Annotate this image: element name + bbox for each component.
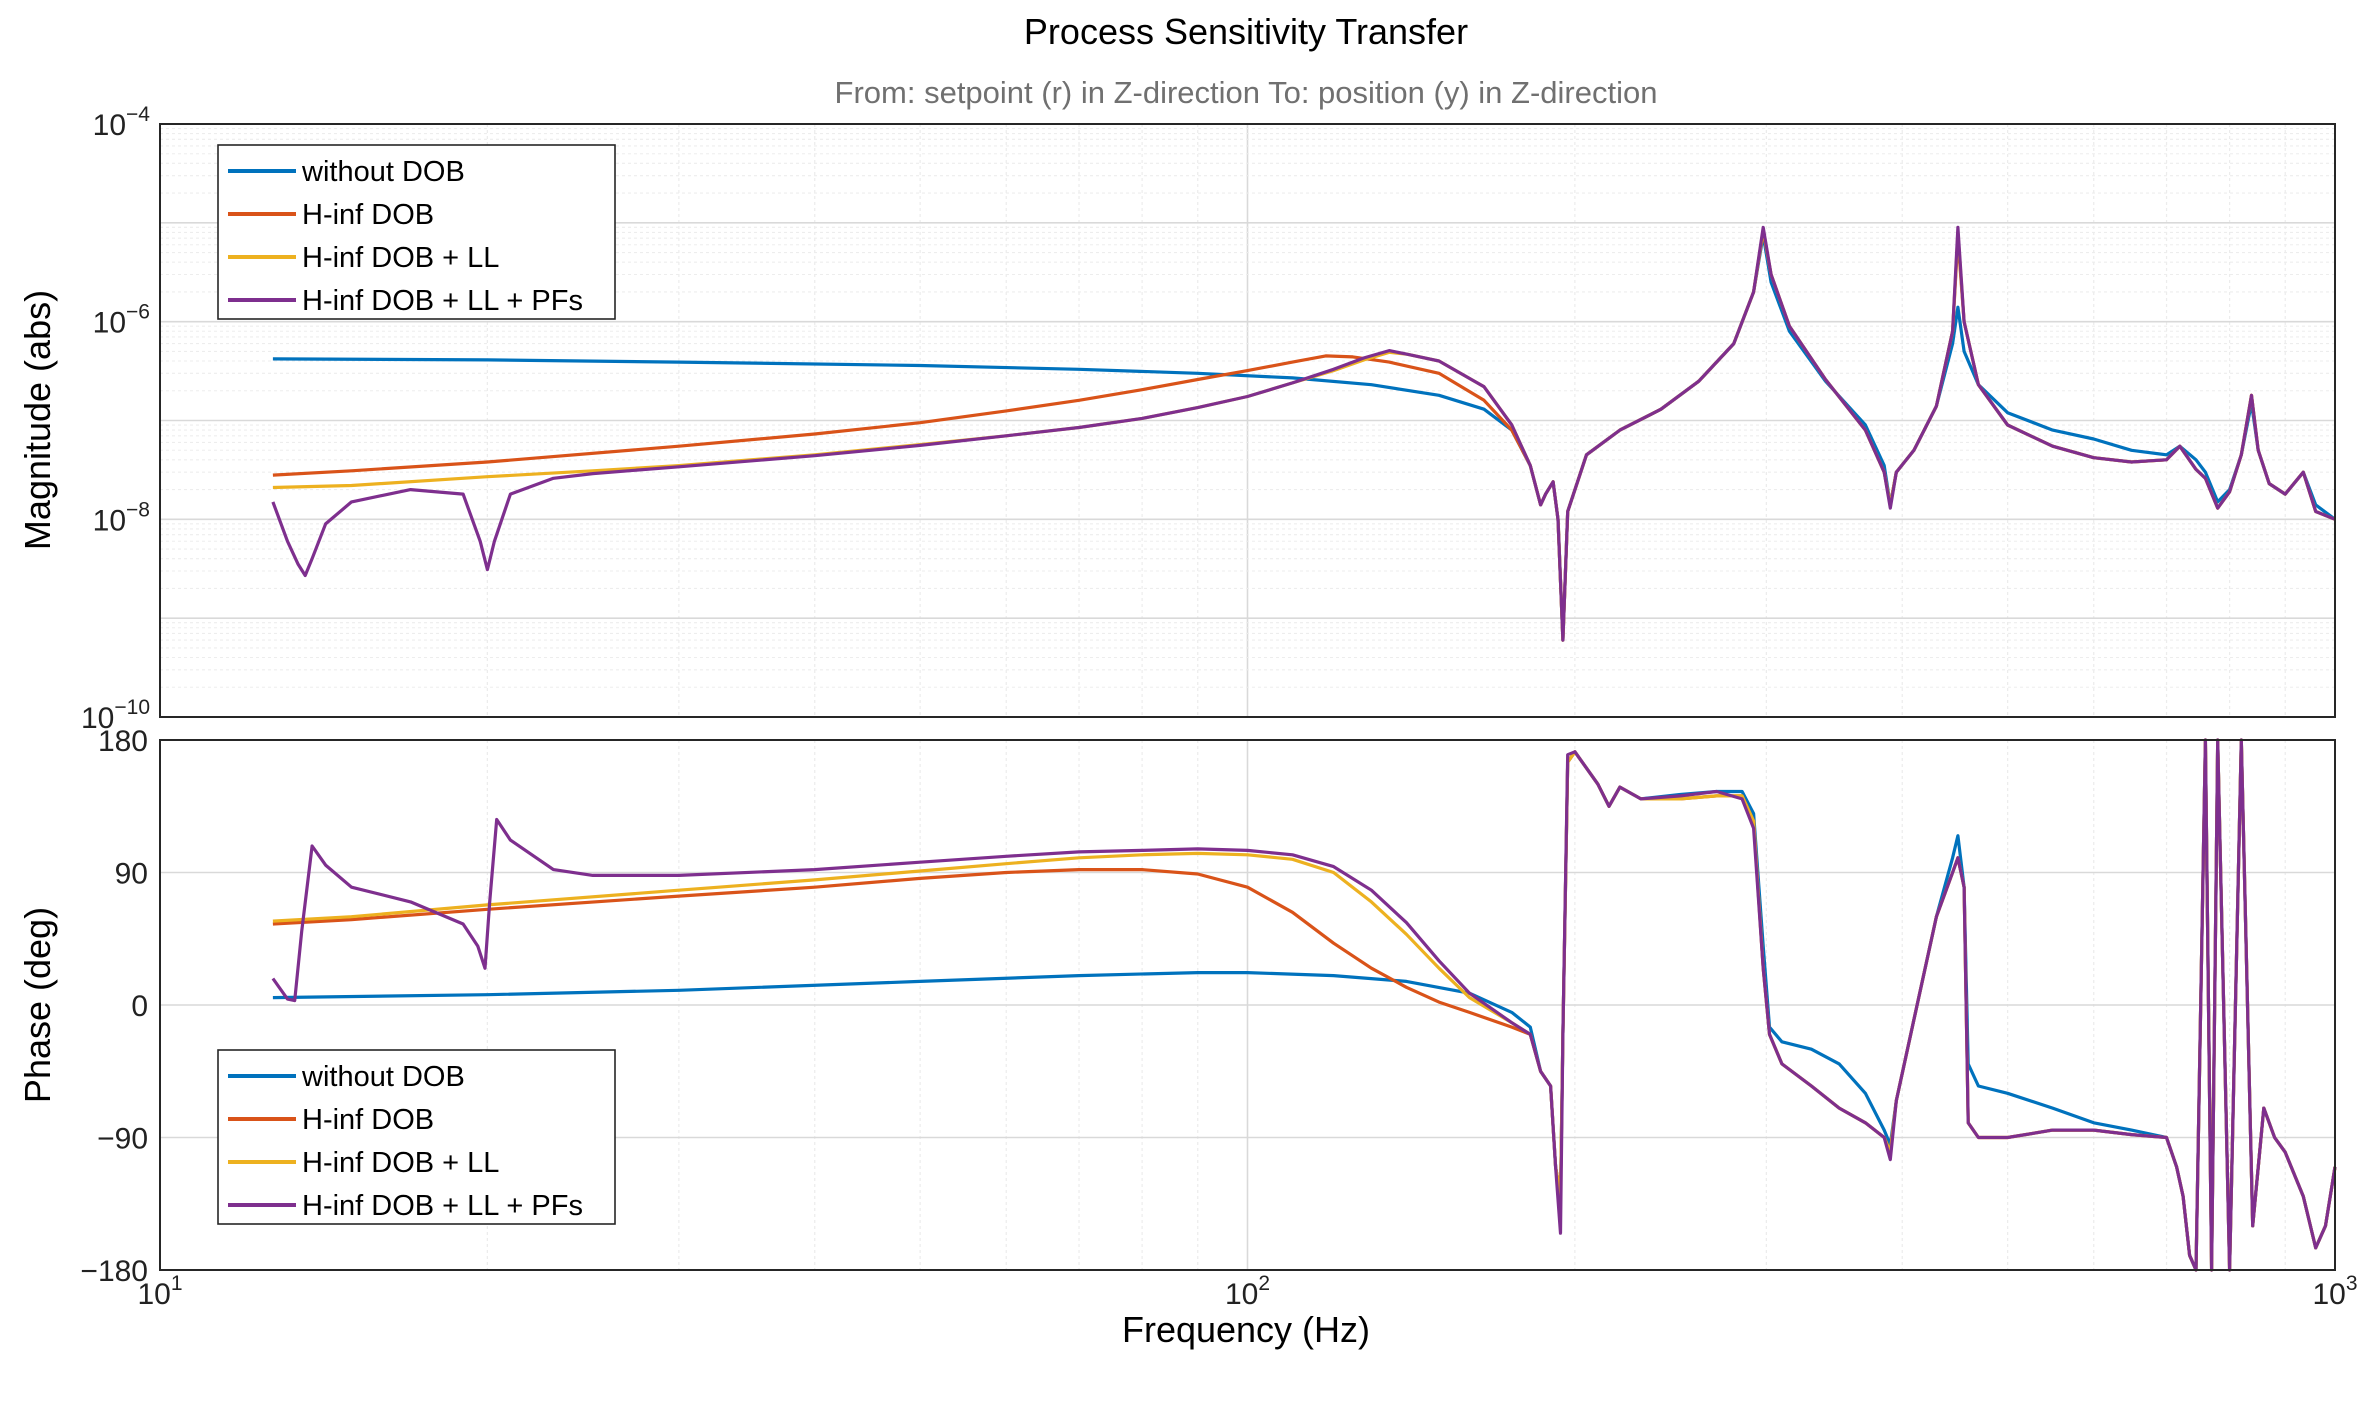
legend-box — [217, 144, 616, 320]
phase-ticks: 180 90 0 −90 −180 — [80, 725, 148, 1288]
phase-axes-box — [159, 739, 2336, 1271]
legend-label: H-inf DOB — [302, 199, 434, 231]
magnitude-axes-box — [159, 123, 2336, 718]
magnitude-ylabel: Magnitude (abs) — [17, 290, 58, 550]
phase-series-line — [271, 738, 2337, 1272]
chart-subtitle: From: setpoint (r) in Z-direction To: po… — [835, 75, 1658, 110]
legend-label: H-inf DOB + LL + PFs — [302, 1190, 583, 1222]
phase-ytick-label: 90 — [115, 858, 148, 891]
legend-label: without DOB — [301, 1061, 465, 1093]
magnitude-series-line — [271, 225, 2336, 642]
phase-ytick-label: −180 — [80, 1255, 148, 1288]
phase-ytick-label: 180 — [98, 725, 148, 758]
legend-label: H-inf DOB + LL — [302, 242, 499, 274]
magnitude-ytick-label: 10−4 — [93, 103, 151, 142]
phase-ytick-label: 0 — [131, 990, 148, 1023]
phase-series — [271, 738, 2337, 1272]
x-tick-labels: 101 102 103 — [137, 1272, 2357, 1311]
x-tick-label: 102 — [1225, 1272, 1270, 1311]
phase-ytick-label: −90 — [97, 1123, 148, 1156]
magnitude-ytick-label: 10−6 — [93, 301, 150, 340]
legend-label: without DOB — [301, 156, 465, 188]
legend-label: H-inf DOB + LL + PFs — [302, 285, 583, 317]
legend-label: H-inf DOB + LL — [302, 1147, 499, 1179]
x-axis-label: Frequency (Hz) — [1122, 1309, 1370, 1350]
x-tick-label: 101 — [137, 1272, 182, 1311]
legend-box — [217, 1049, 616, 1225]
magnitude-ticks: 10−4 10−6 10−8 10−10 — [81, 103, 150, 735]
legend-label: H-inf DOB — [302, 1104, 434, 1136]
magnitude-ytick-label: 10−10 — [81, 696, 150, 735]
phase-legend: without DOB H-inf DOB H-inf DOB + LL H-inf … — [217, 1049, 616, 1225]
magnitude-legend: without DOB H-inf DOB H-inf DOB + LL H-inf … — [217, 144, 616, 320]
x-tick-label: 103 — [2312, 1272, 2357, 1311]
phase-panel: 180 90 0 −90 −180 Phase (deg) without DOB H-i… — [17, 725, 2337, 1288]
magnitude-ytick-label: 10−8 — [93, 498, 150, 537]
magnitude-series — [271, 225, 2336, 642]
magnitude-panel: 10−4 10−6 10−8 10−10 Magnitude (abs) withou… — [17, 103, 2336, 735]
chart-title: Process Sensitivity Transfer — [1024, 11, 1468, 52]
phase-ylabel: Phase (deg) — [17, 907, 58, 1103]
